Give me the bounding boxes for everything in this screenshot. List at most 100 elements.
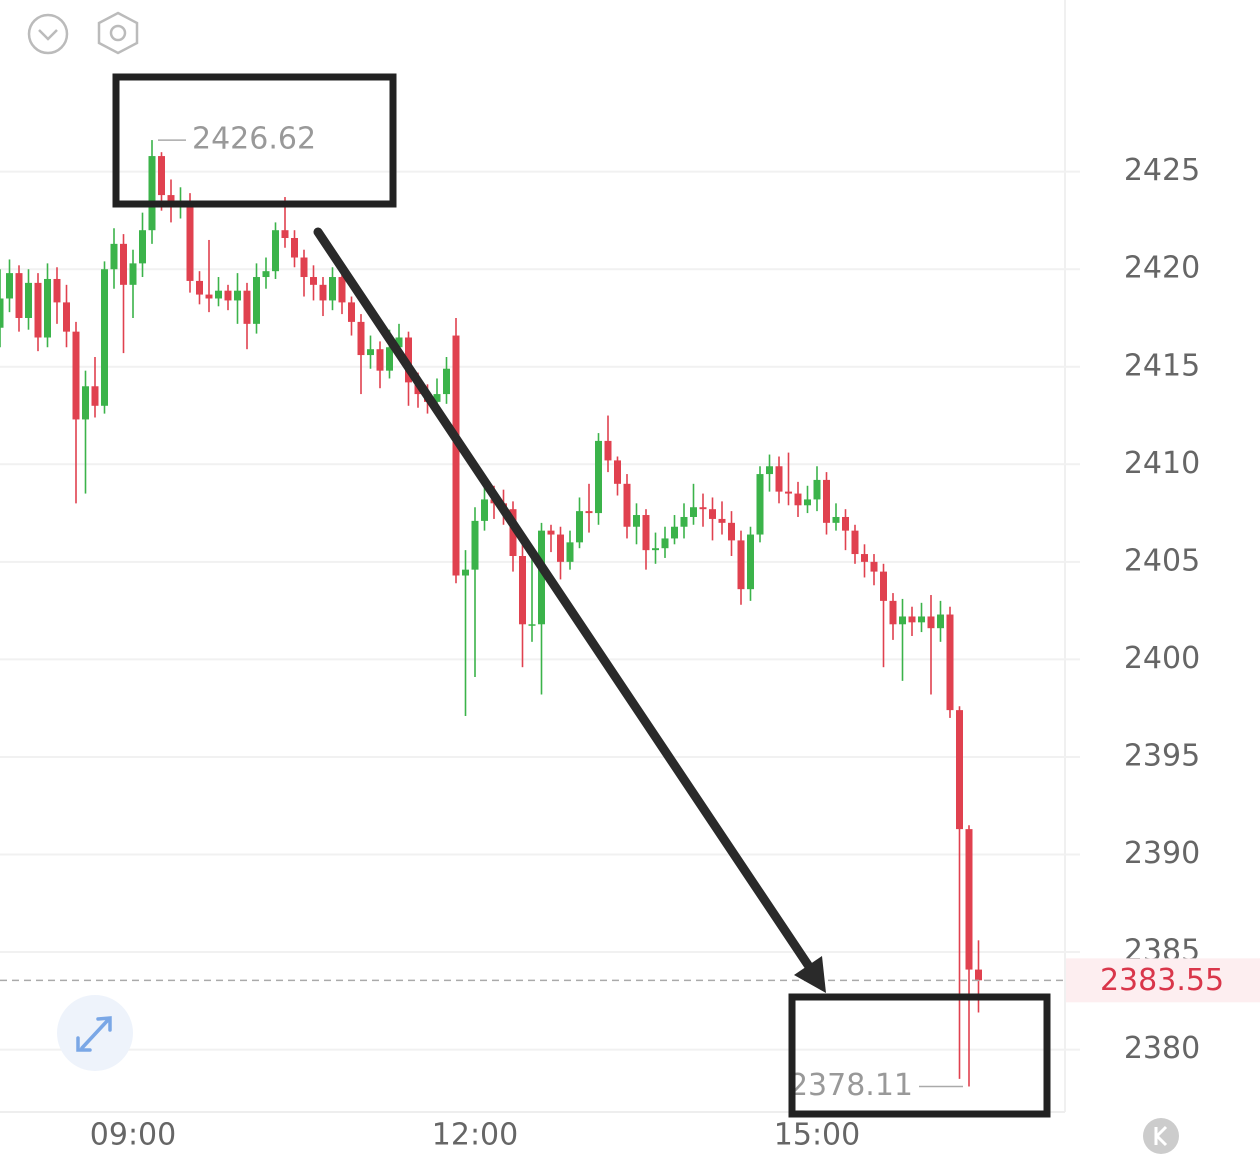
- arrow-head: [794, 956, 826, 993]
- candle-body: [433, 394, 441, 402]
- candle-body: [699, 507, 707, 510]
- y-tick-label: 2400: [1124, 641, 1200, 676]
- candle-body: [737, 540, 745, 590]
- candle-body: [215, 290, 222, 299]
- collapse-icon[interactable]: [27, 13, 69, 55]
- candle-body: [804, 499, 811, 506]
- y-tick-label: 2410: [1124, 446, 1200, 481]
- candle-body: [889, 600, 897, 625]
- candle-body: [538, 530, 545, 625]
- candle-body: [262, 271, 270, 278]
- candle-body: [319, 284, 327, 301]
- candle-body: [927, 616, 935, 629]
- candle-body: [813, 479, 821, 500]
- candle-body: [661, 538, 669, 549]
- candle-body: [785, 491, 792, 494]
- candle-body: [462, 569, 469, 576]
- y-tick-label: 2425: [1124, 153, 1200, 188]
- candle-body: [205, 294, 213, 299]
- candle-body: [633, 515, 640, 527]
- candle-body: [842, 516, 849, 531]
- candle-body: [291, 238, 298, 258]
- candle-body: [139, 230, 146, 264]
- annotation-layer: 2426.62 2378.11 2383.55: [0, 122, 1260, 1103]
- candle-body: [614, 460, 621, 484]
- candle-body: [281, 230, 289, 239]
- candle-body: [367, 349, 374, 356]
- candle-body: [604, 440, 612, 461]
- marks-layer: [0, 140, 982, 1087]
- candle-body: [576, 511, 583, 543]
- settings-icon[interactable]: [97, 11, 139, 55]
- candle-body: [709, 509, 716, 519]
- candle-body: [82, 386, 89, 420]
- candle-body: [148, 156, 156, 231]
- candle-body: [937, 614, 944, 629]
- candle-body: [481, 499, 488, 521]
- candle-body: [25, 282, 32, 318]
- high-label: 2426.62: [192, 122, 316, 157]
- candle-body: [338, 277, 346, 303]
- candle-body: [557, 534, 564, 562]
- candle-body: [310, 277, 317, 285]
- candle-body: [509, 509, 517, 556]
- candle-body: [329, 277, 336, 301]
- candle-body: [53, 278, 61, 303]
- candle-body: [766, 466, 773, 475]
- candle-body: [186, 200, 194, 281]
- candle-body: [623, 483, 631, 527]
- candle-body: [595, 440, 602, 514]
- candle-body: [395, 337, 403, 348]
- candle-body: [348, 302, 355, 322]
- k-icon[interactable]: [1143, 1118, 1179, 1154]
- candle-body: [899, 616, 906, 625]
- y-tick-label: 2390: [1124, 836, 1200, 871]
- candle-body: [6, 273, 13, 299]
- candle-body: [452, 335, 460, 576]
- y-tick-label: 2405: [1124, 543, 1200, 578]
- candle-body: [72, 331, 80, 420]
- candle-body: [129, 263, 137, 285]
- candle-body: [528, 624, 536, 626]
- candle-body: [690, 507, 697, 517]
- x-tick-label: 12:00: [432, 1118, 518, 1153]
- candle-body: [300, 257, 308, 278]
- y-tick-label: 2415: [1124, 348, 1200, 383]
- x-tick-label: 09:00: [90, 1118, 176, 1153]
- candle-body: [357, 321, 365, 356]
- candle-body: [861, 554, 868, 562]
- candle-body: [946, 614, 954, 711]
- candle-body: [671, 526, 678, 539]
- last-price-tag: [1066, 958, 1260, 1003]
- candle-body: [566, 542, 574, 562]
- candle-body: [376, 349, 384, 371]
- low-label: 2378.11: [789, 1068, 913, 1103]
- candle-body: [443, 368, 450, 395]
- expand-icon[interactable]: [57, 995, 133, 1071]
- candle-body: [918, 616, 925, 623]
- candle-body: [794, 493, 802, 506]
- candle-body: [680, 516, 688, 527]
- candle-body: [243, 290, 251, 324]
- highlight-box: [788, 993, 1051, 1118]
- candle-body: [272, 230, 279, 272]
- candle-body: [956, 710, 963, 830]
- candle-body: [642, 515, 650, 551]
- candle-body: [158, 156, 165, 196]
- y-tick-label: 2420: [1124, 251, 1200, 286]
- candle-body: [101, 269, 108, 406]
- x-tick-label: 15:00: [774, 1118, 860, 1153]
- candle-body: [44, 278, 51, 338]
- last-price-label: 2383.55: [1100, 963, 1224, 998]
- candle-body: [471, 520, 479, 570]
- candle-body: [718, 518, 726, 523]
- candle-body: [965, 829, 973, 970]
- candle-body: [253, 277, 260, 324]
- grid-layer: 2380238523902395240024052410241524202425…: [0, 153, 1200, 1153]
- candle-body: [234, 290, 241, 301]
- y-tick-label: 2395: [1124, 738, 1200, 773]
- candle-body: [15, 273, 23, 318]
- candle-body: [0, 298, 4, 328]
- candle-body: [585, 511, 593, 514]
